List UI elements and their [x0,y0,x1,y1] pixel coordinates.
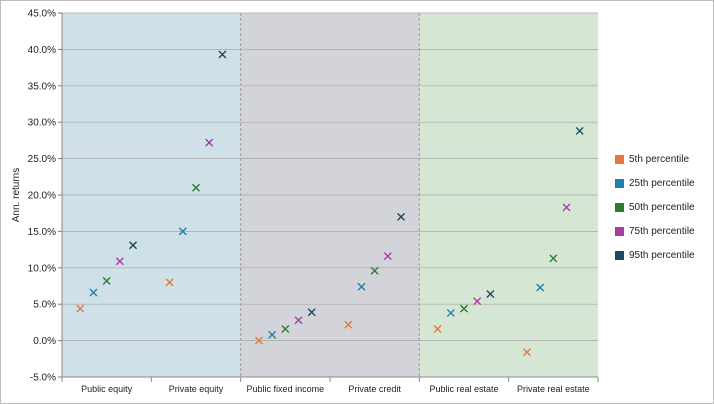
legend-swatch [615,226,624,236]
y-axis-label: Ann. returns [11,168,22,222]
data-point [460,304,468,313]
data-point [575,126,584,135]
legend-swatch [615,154,624,164]
y-tick-label: 40.0% [28,45,56,56]
legend-swatch [615,250,624,260]
data-point [129,241,138,250]
legend-label: 5th percentile [629,153,690,165]
legend-item: 50th percentile [615,195,695,219]
legend: 5th percentile 25th percentile 50th percen… [615,147,695,267]
data-point [76,304,85,313]
x-tick-label: Public equity [81,384,133,394]
data-point [344,320,353,329]
data-point [370,266,379,275]
y-tick-label: 45.0% [28,9,56,20]
data-point [522,348,531,357]
data-point [473,297,482,306]
y-tick-label: 20.0% [28,191,56,202]
data-point [549,254,558,263]
y-tick-label: 0.0% [33,336,56,347]
y-tick-label: 15.0% [28,227,56,238]
data-point [102,276,111,285]
legend-label: 75th percentile [629,225,695,237]
data-point [383,252,392,261]
x-tick-label: Private real estate [517,384,590,394]
data-point [218,50,227,59]
x-tick-label: Public real estate [429,384,498,394]
data-point [486,290,495,299]
legend-item: 75th percentile [615,219,695,243]
x-tick-label: Public fixed income [247,384,325,394]
data-point [192,183,200,192]
data-point [115,257,124,266]
y-tick-label: 30.0% [28,118,56,129]
y-tick-label: 10.0% [28,263,56,274]
data-point [562,203,571,212]
y-tick-label: 5.0% [33,300,56,311]
data-point [357,282,366,291]
data-point [254,336,263,345]
data-point [307,308,316,317]
data-point [89,288,98,297]
legend-label: 95th percentile [629,249,695,261]
x-tick-label: Private credit [348,384,401,394]
data-point [178,227,187,236]
data-point [446,308,455,317]
legend-item: 25th percentile [615,171,695,195]
y-tick-label: 35.0% [28,81,56,92]
data-point [268,330,277,339]
legend-swatch [615,178,624,188]
legend-label: 50th percentile [629,201,695,213]
data-point [281,324,290,333]
data-point [433,324,442,333]
y-tick-label: 25.0% [28,154,56,165]
data-point [294,316,303,325]
data-point [205,138,214,147]
legend-swatch [615,202,624,212]
legend-item: 5th percentile [615,147,695,171]
data-point [397,212,406,221]
x-tick-label: Private equity [169,384,224,394]
y-tick-label: -5.0% [30,373,56,384]
data-point [165,278,174,287]
legend-item: 95th percentile [615,243,695,267]
legend-label: 25th percentile [629,177,695,189]
data-point [536,283,545,292]
